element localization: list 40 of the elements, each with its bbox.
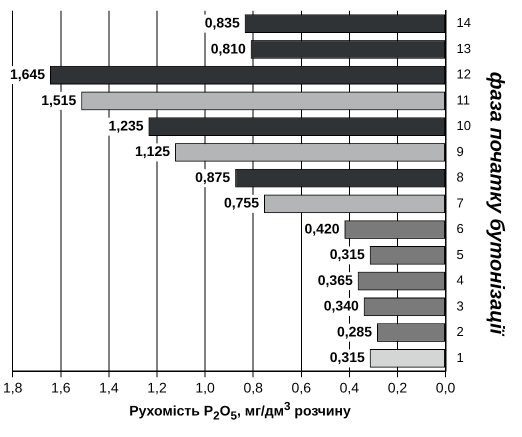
y-tick-label: 11 bbox=[456, 92, 470, 108]
y-tick-label: 14 bbox=[456, 15, 472, 30]
data-label: 1,645 bbox=[10, 66, 46, 82]
x-tick-label: 1,8 bbox=[2, 379, 23, 396]
y-tick-label: 13 bbox=[456, 40, 472, 56]
text: фаза початку бутонізації bbox=[485, 72, 508, 337]
data-label: 0,875 bbox=[195, 168, 230, 185]
data-label: 0,315 bbox=[330, 246, 365, 262]
x-tick-label: 1,0 bbox=[195, 379, 216, 396]
data-label: 0,340 bbox=[324, 298, 359, 314]
x-tick-label: 0,2 bbox=[388, 379, 408, 396]
x-axis-title: Рухомість P$_{2}$O$_{5}$, мг/дм$^{3}$ розчину bbox=[128, 400, 352, 422]
y-tick-label: 3 bbox=[456, 298, 464, 314]
y-tick-label: 5 bbox=[456, 246, 464, 262]
y-tick-label: 7 bbox=[456, 195, 464, 210]
data-label: 0,365 bbox=[318, 272, 353, 288]
x-tick-label: 1,2 bbox=[147, 379, 167, 396]
y-tick-label: 10 bbox=[456, 118, 472, 134]
data-label: 1,125 bbox=[134, 143, 170, 160]
x-tick-label: 0,4 bbox=[340, 379, 360, 396]
y-tick-label: 9 bbox=[456, 144, 464, 159]
x-tick-label: 1,4 bbox=[99, 379, 119, 396]
x-tick-label: 0,6 bbox=[292, 379, 312, 396]
y-tick-label: 1 bbox=[456, 350, 464, 365]
y-tick-label: 6 bbox=[456, 221, 464, 236]
data-label: 0,835 bbox=[204, 14, 240, 31]
x-tick-label: 0,0 bbox=[436, 379, 456, 396]
data-label: 0,315 bbox=[330, 349, 365, 366]
y-tick-label: 12 bbox=[456, 66, 472, 82]
x-tick-label: 1,6 bbox=[51, 379, 71, 396]
data-label: 0,810 bbox=[210, 40, 246, 56]
data-label: 0,420 bbox=[304, 220, 340, 236]
y-tick-label: 2 bbox=[456, 324, 464, 340]
data-label: 0,755 bbox=[224, 194, 260, 211]
y-tick-label: 4 bbox=[456, 272, 464, 288]
data-label: 0,285 bbox=[336, 323, 372, 340]
y-tick-label: 8 bbox=[456, 170, 464, 185]
data-label: 1,515 bbox=[41, 92, 76, 108]
x-tick-label: 0,8 bbox=[243, 379, 264, 396]
data-label: 1,235 bbox=[108, 118, 144, 134]
